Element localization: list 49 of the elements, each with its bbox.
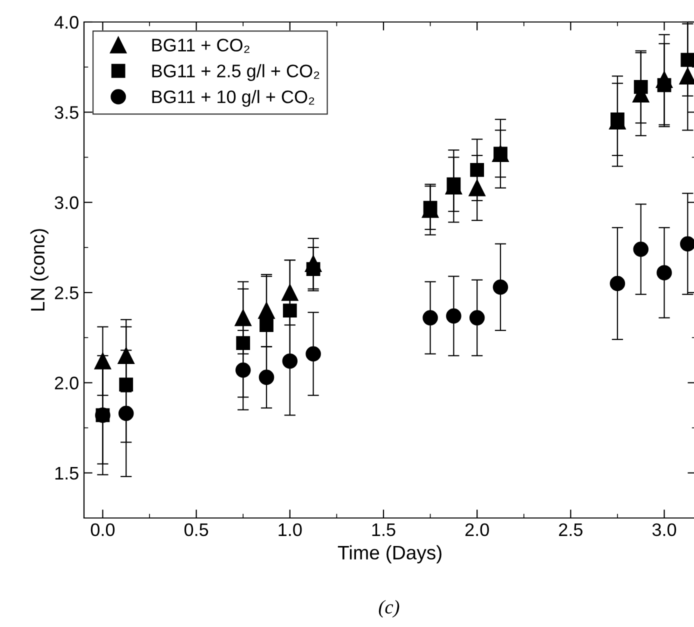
- legend-label: BG11 + 10 g/l + CO₂: [152, 90, 314, 107]
- point: [306, 346, 321, 362]
- x-tick-label: 2.5: [559, 523, 582, 536]
- y-axis-title: LN (conc): [30, 229, 48, 311]
- x-tick-label: 0.0: [90, 523, 115, 536]
- point: [633, 242, 649, 257]
- point: [423, 200, 438, 215]
- point: [610, 112, 624, 126]
- point: [492, 279, 508, 295]
- x-tick-label: 3.0: [652, 523, 676, 536]
- point: [634, 80, 648, 94]
- point: [446, 177, 461, 192]
- point: [610, 276, 626, 292]
- point: [119, 378, 134, 392]
- point: [258, 302, 275, 319]
- x-tick-label: 0.5: [184, 523, 208, 536]
- point: [94, 352, 112, 370]
- point: [236, 336, 250, 350]
- y-tick-label: 2.5: [54, 286, 78, 300]
- point: [234, 309, 252, 326]
- x-axis-title: Time (Days): [338, 545, 442, 564]
- legend-label: BG11 + CO₂: [152, 38, 250, 53]
- point: [656, 265, 672, 280]
- point: [306, 262, 320, 276]
- legend-label: BG11 + 2.5 g/l + CO₂: [152, 64, 320, 81]
- point: [422, 310, 438, 326]
- y-tick-label: 2.0: [54, 376, 78, 390]
- point: [468, 180, 486, 196]
- point: [118, 347, 134, 364]
- point: [657, 78, 672, 92]
- point: [469, 310, 485, 326]
- x-tick-label: 1.5: [372, 524, 396, 536]
- x-tick-label: 1.0: [278, 523, 302, 536]
- point: [260, 318, 274, 332]
- point: [282, 284, 298, 301]
- point: [235, 362, 251, 378]
- point: [282, 304, 297, 318]
- y-tick-label: 4.0: [54, 16, 78, 29]
- point: [258, 370, 274, 385]
- text: (c): [378, 600, 400, 618]
- point: [118, 406, 134, 422]
- y-tick-label: 1.5: [55, 467, 78, 480]
- point: [282, 353, 298, 369]
- x-tick-label: 2.0: [465, 523, 489, 536]
- point: [446, 308, 462, 324]
- point: [680, 52, 694, 67]
- y-tick-label: 3.0: [54, 196, 78, 210]
- point: [470, 162, 484, 177]
- y-tick-label: 3.5: [54, 106, 78, 119]
